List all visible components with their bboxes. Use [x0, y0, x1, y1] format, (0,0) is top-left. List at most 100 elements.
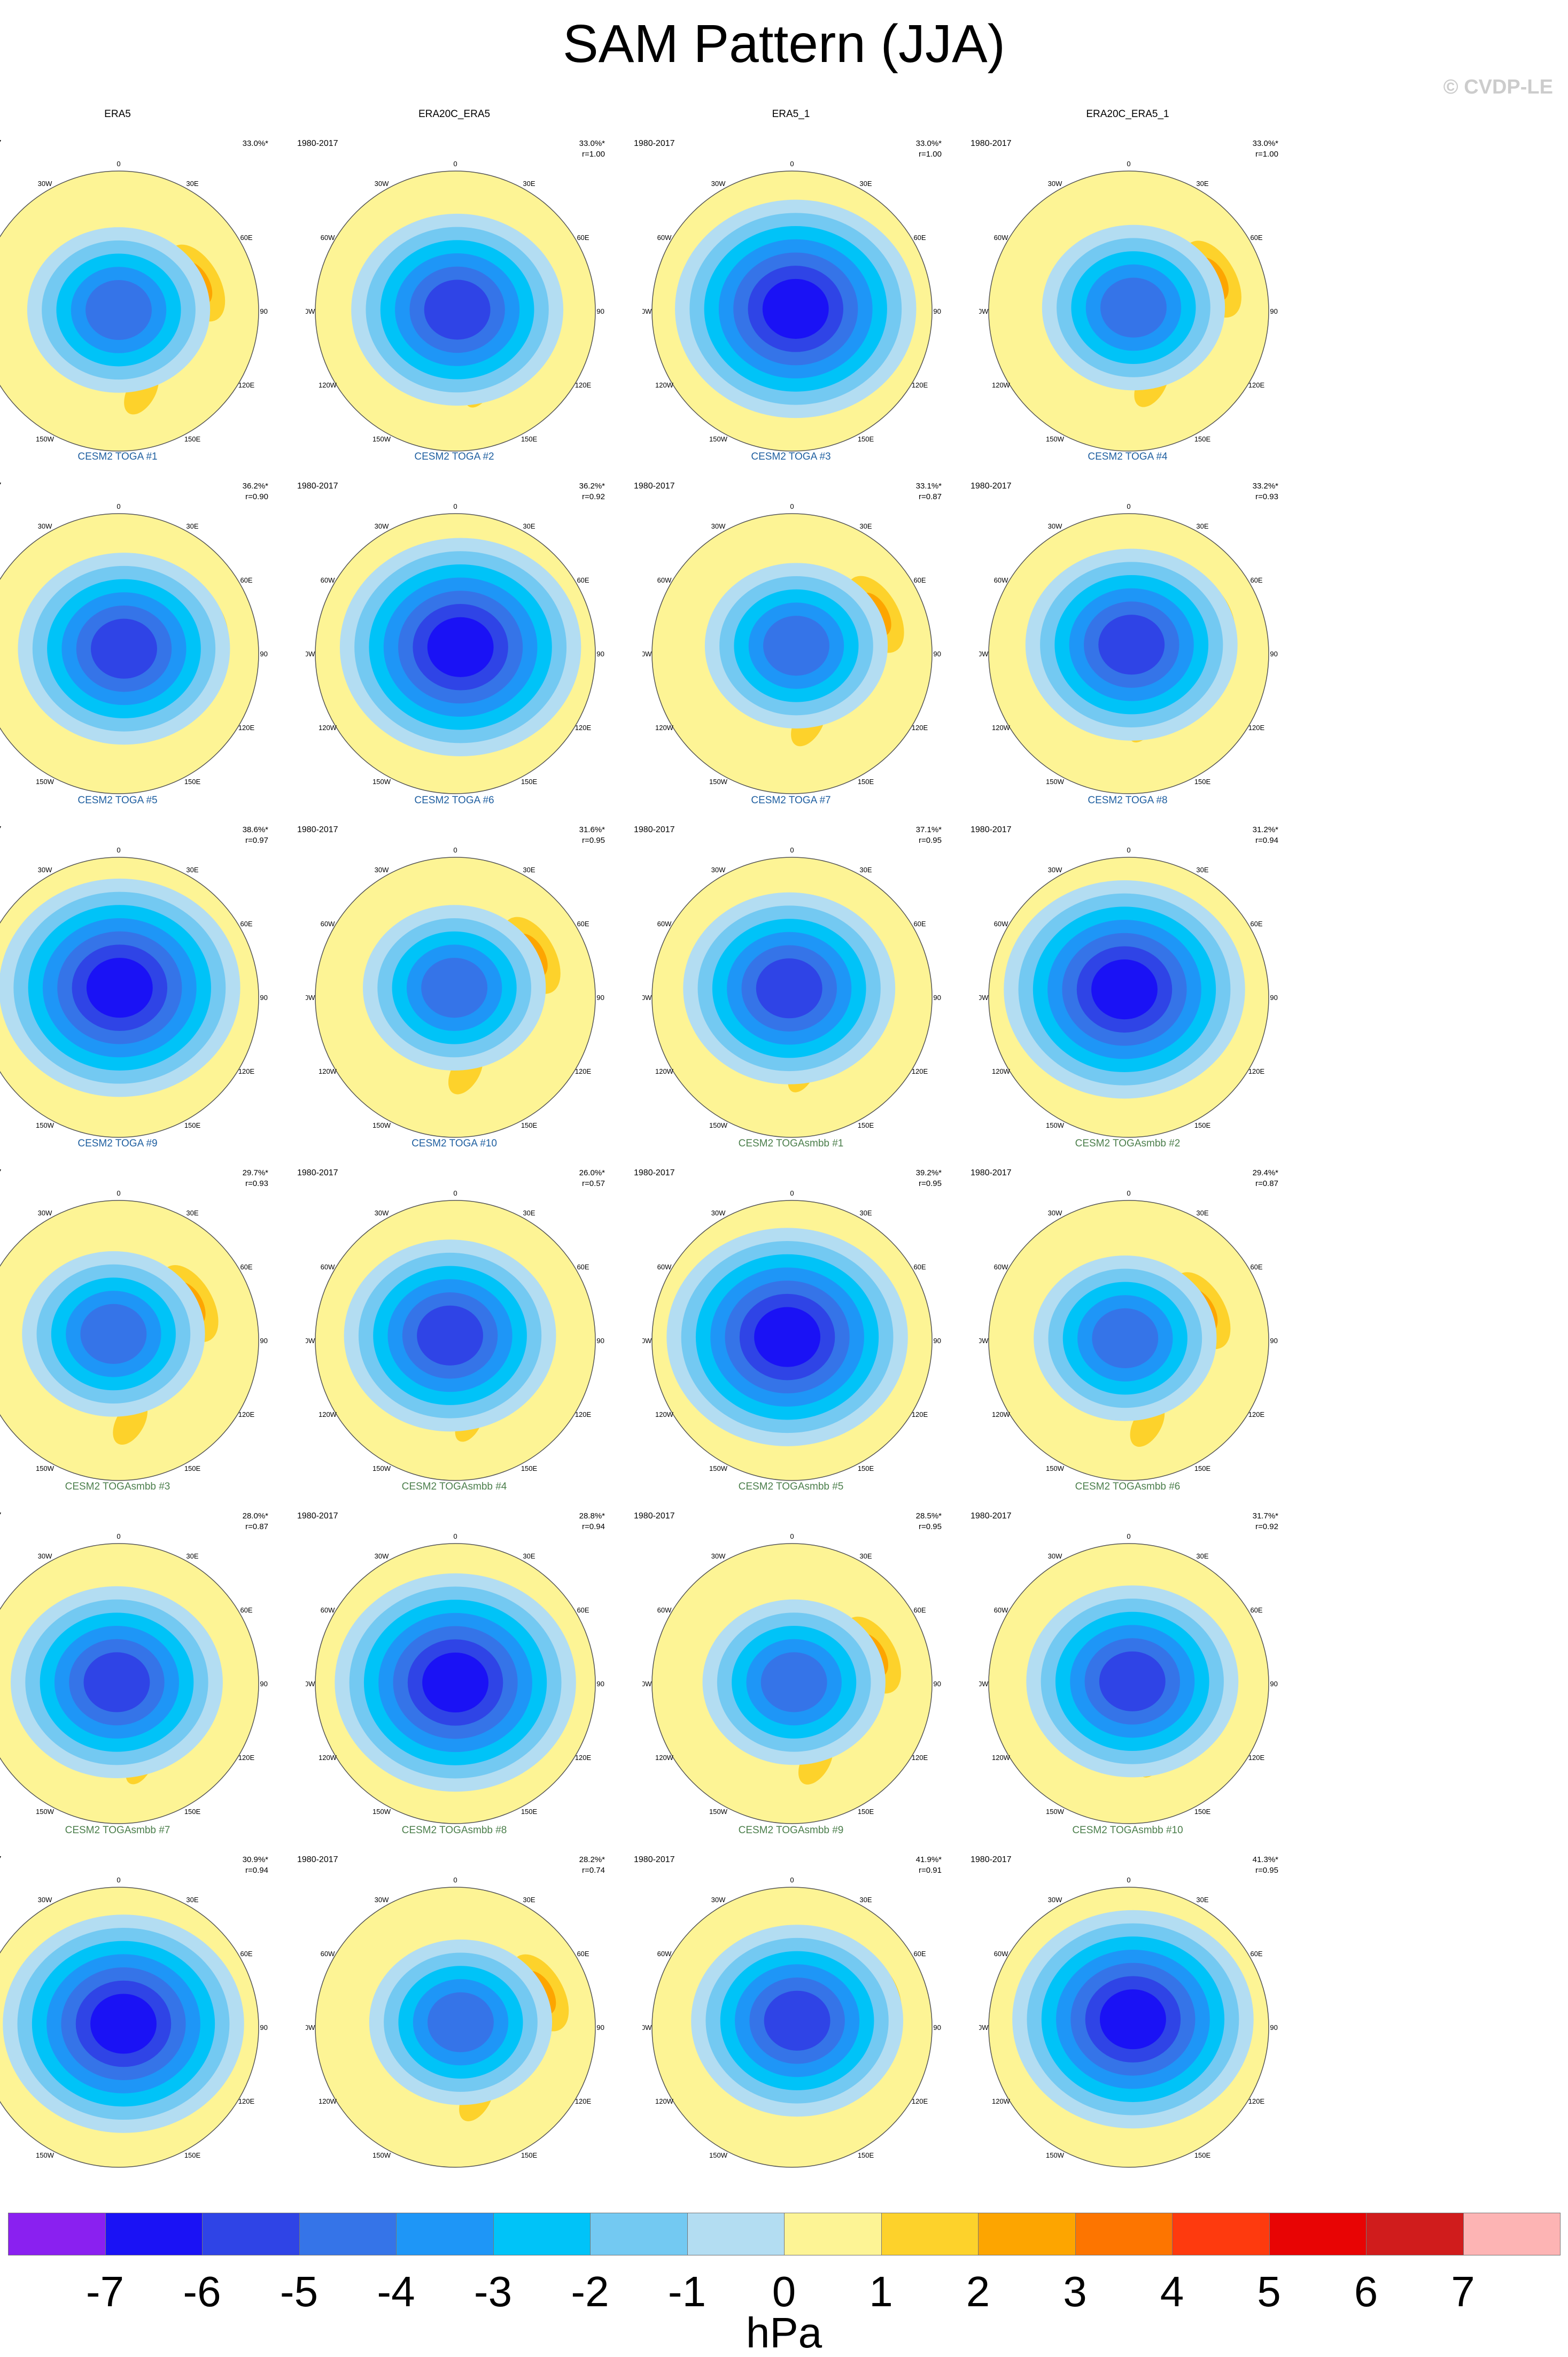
polar-map: 030E60E90E120E150E180150W120W90W60W30W [0, 160, 268, 455]
lon-label: 60E [913, 920, 926, 928]
panel-correlation: r=0.92 [582, 492, 605, 501]
lon-label: 150W [709, 1464, 728, 1472]
lon-label: 150W [709, 2151, 728, 2159]
lon-label: 30E [1196, 1896, 1208, 1904]
map-panel: CESM2 TOGA #7 1980-2017 37.1%* r=0.95 0 30E 60… [631, 794, 951, 1142]
lon-label: 30W [375, 180, 389, 188]
panel-title: ERA20C_ERA5 [418, 108, 491, 120]
lon-label: 60E [240, 234, 252, 242]
lon-label: 30E [186, 1552, 198, 1560]
lon-label: 0 [790, 1876, 794, 1884]
colorbar-tick-label: 5 [1257, 2268, 1281, 2315]
lon-label: 120W [319, 1754, 337, 1762]
lon-label: 150W [372, 1808, 391, 1816]
lon-label: 30E [523, 1209, 535, 1217]
lon-label: 0 [453, 1189, 457, 1197]
lon-label: 120E [1248, 1754, 1265, 1762]
lon-label: 30W [711, 866, 726, 874]
polar-map: 030E60E90E120E150E180150W120W90W60W30W [979, 1532, 1278, 1828]
lon-label: 60W [994, 234, 1008, 242]
panel-period: 1980-2017 [971, 482, 1012, 491]
panel-title: ERA20C_ERA5_1 [1086, 108, 1169, 120]
lon-label: 120W [319, 2097, 337, 2105]
polar-map: 030E60E90E120E150E180150W120W90W60W30W [306, 502, 605, 798]
lon-label: 30E [1196, 180, 1208, 188]
lon-label: 60W [657, 1606, 672, 1614]
lon-label: 180 [786, 1827, 798, 1828]
panel-variance: 28.0%* [242, 1511, 268, 1521]
lon-label: 150W [1046, 1808, 1065, 1816]
panel-period: 1980-2017 [634, 139, 675, 148]
lon-label: 180 [449, 797, 461, 798]
lon-label: 150E [1194, 1808, 1211, 1816]
lon-label: 150W [709, 435, 728, 443]
lon-label: 60W [321, 1263, 335, 1271]
colorbar-box [8, 2213, 106, 2255]
lon-label: 120E [912, 724, 928, 732]
lon-label: 120W [655, 381, 674, 389]
colorbar-box [299, 2213, 397, 2255]
map-panel: CESM2 TOGA #4 1980-2017 33.2%* r=0.93 0 30E 60… [967, 451, 1288, 798]
map-panel: CESM2 TOGA #10 1980-2017 26.0%* r=0.57 0 30E 6… [294, 1137, 615, 1485]
lon-label: 0 [453, 502, 457, 510]
lon-label: 60E [240, 1263, 252, 1271]
lon-label: 90W [306, 1680, 315, 1688]
lon-label: 120E [238, 1754, 255, 1762]
lon-label: 30E [523, 180, 535, 188]
colorbar-tick-label: 0 [772, 2268, 796, 2315]
lon-label: 90W [306, 1337, 315, 1345]
map-panel: ERA20C_ERA5 1980-2017 33.0%* r=1.00 0 30E 60E 9… [294, 108, 615, 455]
panel-variance: 41.3%* [1252, 1855, 1278, 1864]
lon-label: 90W [306, 2023, 315, 2032]
lon-label: 30W [38, 1552, 52, 1560]
map-panel: CESM2 TOGAsmbb #9 1980-2017 41.9%* r=0.91 0 3… [631, 1824, 951, 2172]
lon-label: 150E [1194, 1121, 1211, 1129]
lon-label: 30W [375, 1209, 389, 1217]
polar-map: 030E60E90E120E150E180150W120W90W60W30W [642, 160, 942, 455]
panel-title: CESM2 TOGAsmbb #9 [738, 1825, 844, 1836]
panel-correlation: r=0.93 [1255, 492, 1278, 501]
lon-label: 120W [319, 1067, 337, 1075]
lon-label: 90E [1270, 2023, 1278, 2032]
lon-label: 30W [375, 1896, 389, 1904]
panel-title: CESM2 TOGAsmbb #4 [401, 1481, 507, 1492]
lon-label: 150W [1046, 435, 1065, 443]
lon-label: 150W [1046, 2151, 1065, 2159]
lon-label: 180 [1123, 1141, 1135, 1142]
lon-label: 150W [372, 1121, 391, 1129]
panel-title: CESM2 TOGAsmbb #10 [1072, 1825, 1183, 1836]
panel-correlation: r=0.87 [1255, 1179, 1278, 1188]
panel-variance: 38.6%* [242, 825, 268, 834]
lon-label: 90W [306, 307, 315, 315]
lon-label: 30E [523, 1552, 535, 1560]
lon-label: 60W [321, 1950, 335, 1958]
lon-label: 120W [319, 381, 337, 389]
colorbar-tick-label: -6 [183, 2268, 221, 2315]
panel-title: CESM2 TOGA #1 [77, 451, 158, 462]
panel-variance: 31.7%* [1252, 1511, 1278, 1521]
colorbar-box [1366, 2213, 1464, 2255]
lon-label: 30W [1048, 1896, 1062, 1904]
panel-correlation: r=0.74 [582, 1866, 605, 1875]
map-panel: CESM2 TOGAsmbb #5 1980-2017 28.5%* r=0.95 0 3… [631, 1480, 951, 1828]
lon-label: 30W [1048, 1209, 1062, 1217]
panel-correlation: r=0.94 [1255, 836, 1278, 845]
lon-label: 30E [1196, 866, 1208, 874]
lon-label: 0 [117, 1532, 120, 1540]
lon-label: 90E [1270, 1337, 1278, 1345]
lon-label: 90E [1270, 650, 1278, 658]
lon-label: 120W [992, 1754, 1011, 1762]
lon-label: 150W [709, 1121, 728, 1129]
colorbar-box [493, 2213, 591, 2255]
panel-variance: 33.0%* [1252, 139, 1278, 148]
lon-label: 120W [992, 724, 1011, 732]
lon-label: 150W [372, 2151, 391, 2159]
lon-label: 30W [711, 1209, 726, 1217]
panel-title: CESM2 TOGAsmbb #3 [65, 1481, 170, 1492]
lon-label: 120E [912, 381, 928, 389]
lon-label: 120E [1248, 1067, 1265, 1075]
lon-label: 180 [449, 1827, 461, 1828]
polar-map: 030E60E90E120E150E180150W120W90W60W30W [0, 502, 268, 798]
lon-label: 60W [657, 576, 672, 584]
panel-correlation: r=0.91 [919, 1866, 942, 1875]
